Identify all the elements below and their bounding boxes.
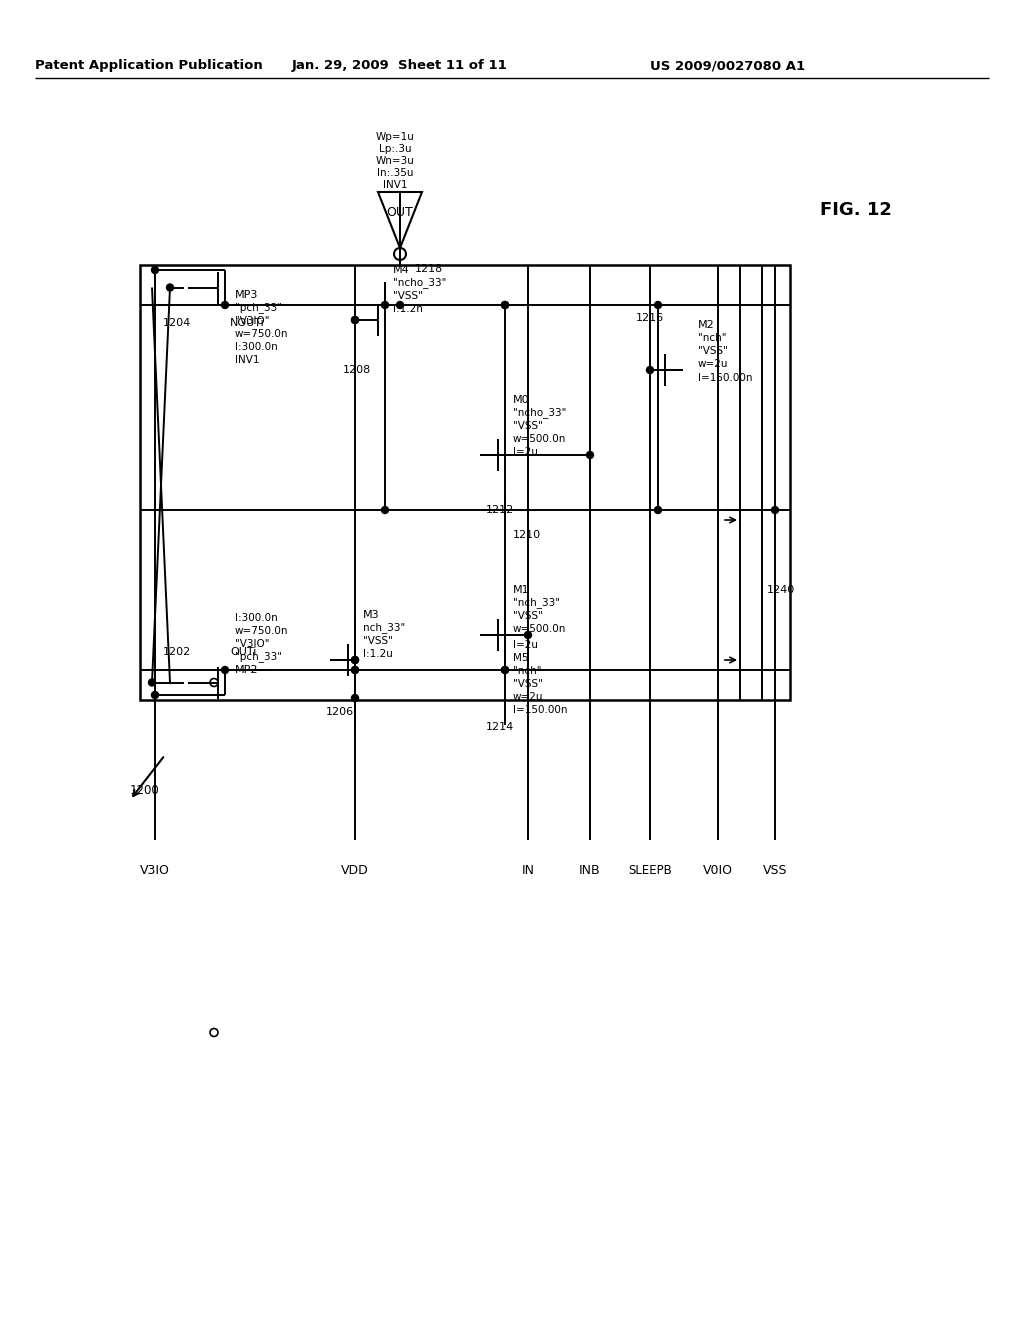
Circle shape: [167, 284, 173, 290]
Text: w=2u: w=2u: [513, 692, 544, 702]
Text: ln:.35u: ln:.35u: [377, 168, 414, 178]
Text: l=2u: l=2u: [513, 640, 538, 649]
Circle shape: [502, 301, 509, 309]
Text: 1218: 1218: [415, 264, 443, 275]
Bar: [140, 265, 790, 700]
Text: "V3IO": "V3IO": [234, 315, 269, 326]
Text: "pch_33": "pch_33": [234, 302, 282, 313]
Text: Wp=1u: Wp=1u: [376, 132, 415, 143]
Circle shape: [351, 656, 358, 664]
Text: V3IO: V3IO: [140, 863, 170, 876]
Circle shape: [587, 451, 594, 458]
Text: w=500.0n: w=500.0n: [513, 434, 566, 444]
Text: w=750.0n: w=750.0n: [234, 626, 289, 636]
Circle shape: [351, 317, 358, 323]
Text: 1240: 1240: [767, 585, 796, 595]
Text: "VSS": "VSS": [513, 678, 543, 689]
Text: 1212: 1212: [485, 506, 514, 515]
Text: 1202: 1202: [163, 647, 191, 657]
Text: Lp:.3u: Lp:.3u: [379, 144, 412, 154]
Text: 1200: 1200: [130, 784, 160, 796]
Text: V0IO: V0IO: [703, 863, 733, 876]
Text: nch_33": nch_33": [362, 623, 406, 634]
Circle shape: [152, 692, 159, 698]
Text: w=500.0n: w=500.0n: [513, 624, 566, 634]
Circle shape: [351, 694, 358, 701]
Text: "VSS": "VSS": [513, 421, 543, 432]
Circle shape: [148, 678, 156, 686]
Circle shape: [524, 631, 531, 639]
Circle shape: [221, 301, 228, 309]
Text: 1214: 1214: [485, 722, 514, 733]
Text: "nch": "nch": [513, 667, 542, 676]
Circle shape: [502, 301, 509, 309]
Circle shape: [382, 507, 388, 513]
Text: 1216: 1216: [636, 313, 664, 323]
Circle shape: [351, 667, 358, 673]
Text: VDD: VDD: [341, 863, 369, 876]
Text: M0: M0: [513, 395, 529, 405]
Text: l:300.0n: l:300.0n: [234, 612, 278, 623]
Text: M4: M4: [393, 265, 410, 275]
Text: NOUTi: NOUTi: [230, 318, 265, 327]
Circle shape: [502, 667, 509, 673]
Text: "pch_33": "pch_33": [234, 652, 282, 663]
Circle shape: [771, 507, 778, 513]
Text: "V3IO": "V3IO": [234, 639, 269, 649]
Circle shape: [351, 656, 358, 664]
Text: "VSS": "VSS": [393, 290, 423, 301]
Text: SLEEPB: SLEEPB: [628, 863, 672, 876]
Text: "VSS": "VSS": [362, 636, 393, 645]
Text: MP3: MP3: [234, 290, 258, 300]
Text: "nch": "nch": [698, 333, 726, 343]
Text: "ncho_33": "ncho_33": [513, 408, 566, 418]
Text: M1: M1: [513, 585, 529, 595]
Circle shape: [396, 301, 403, 309]
Circle shape: [654, 301, 662, 309]
Text: Jan. 29, 2009  Sheet 11 of 11: Jan. 29, 2009 Sheet 11 of 11: [292, 59, 508, 73]
Text: "VSS": "VSS": [698, 346, 728, 356]
Text: US 2009/0027080 A1: US 2009/0027080 A1: [650, 59, 805, 73]
Text: "ncho_33": "ncho_33": [393, 277, 446, 289]
Circle shape: [502, 667, 509, 673]
Text: w=750.0n: w=750.0n: [234, 329, 289, 339]
Text: l:1.2u: l:1.2u: [362, 649, 393, 659]
Text: 1204: 1204: [163, 318, 191, 327]
Circle shape: [646, 367, 653, 374]
Text: Wn=3u: Wn=3u: [376, 156, 415, 166]
Text: "nch_33": "nch_33": [513, 598, 560, 609]
Circle shape: [382, 301, 388, 309]
Circle shape: [152, 267, 159, 273]
Text: l=150.00n: l=150.00n: [513, 705, 567, 715]
Text: 1206: 1206: [326, 708, 354, 717]
Text: OUTi: OUTi: [230, 647, 256, 657]
Text: l:1.2n: l:1.2n: [393, 304, 423, 314]
Circle shape: [351, 667, 358, 673]
Text: M5: M5: [513, 653, 528, 663]
Text: IN: IN: [521, 863, 535, 876]
Text: M3: M3: [362, 610, 380, 620]
Text: "VSS": "VSS": [513, 611, 543, 620]
Text: Patent Application Publication: Patent Application Publication: [35, 59, 263, 73]
Text: l=2u: l=2u: [513, 447, 538, 457]
Text: FIG. 12: FIG. 12: [820, 201, 892, 219]
Circle shape: [221, 667, 228, 673]
Text: l:300.0n: l:300.0n: [234, 342, 278, 352]
Text: INV1: INV1: [383, 180, 408, 190]
Text: M2: M2: [698, 319, 715, 330]
Circle shape: [351, 317, 358, 323]
Text: 1210: 1210: [513, 531, 541, 540]
Text: 1208: 1208: [343, 366, 371, 375]
Text: w=2u: w=2u: [698, 359, 728, 370]
Text: l=150.00n: l=150.00n: [698, 374, 753, 383]
Text: INV1: INV1: [234, 355, 259, 366]
Text: OUT: OUT: [387, 206, 414, 219]
Text: MP2: MP2: [234, 665, 258, 675]
Text: INB: INB: [580, 863, 601, 876]
Text: VSS: VSS: [763, 863, 787, 876]
Circle shape: [654, 507, 662, 513]
